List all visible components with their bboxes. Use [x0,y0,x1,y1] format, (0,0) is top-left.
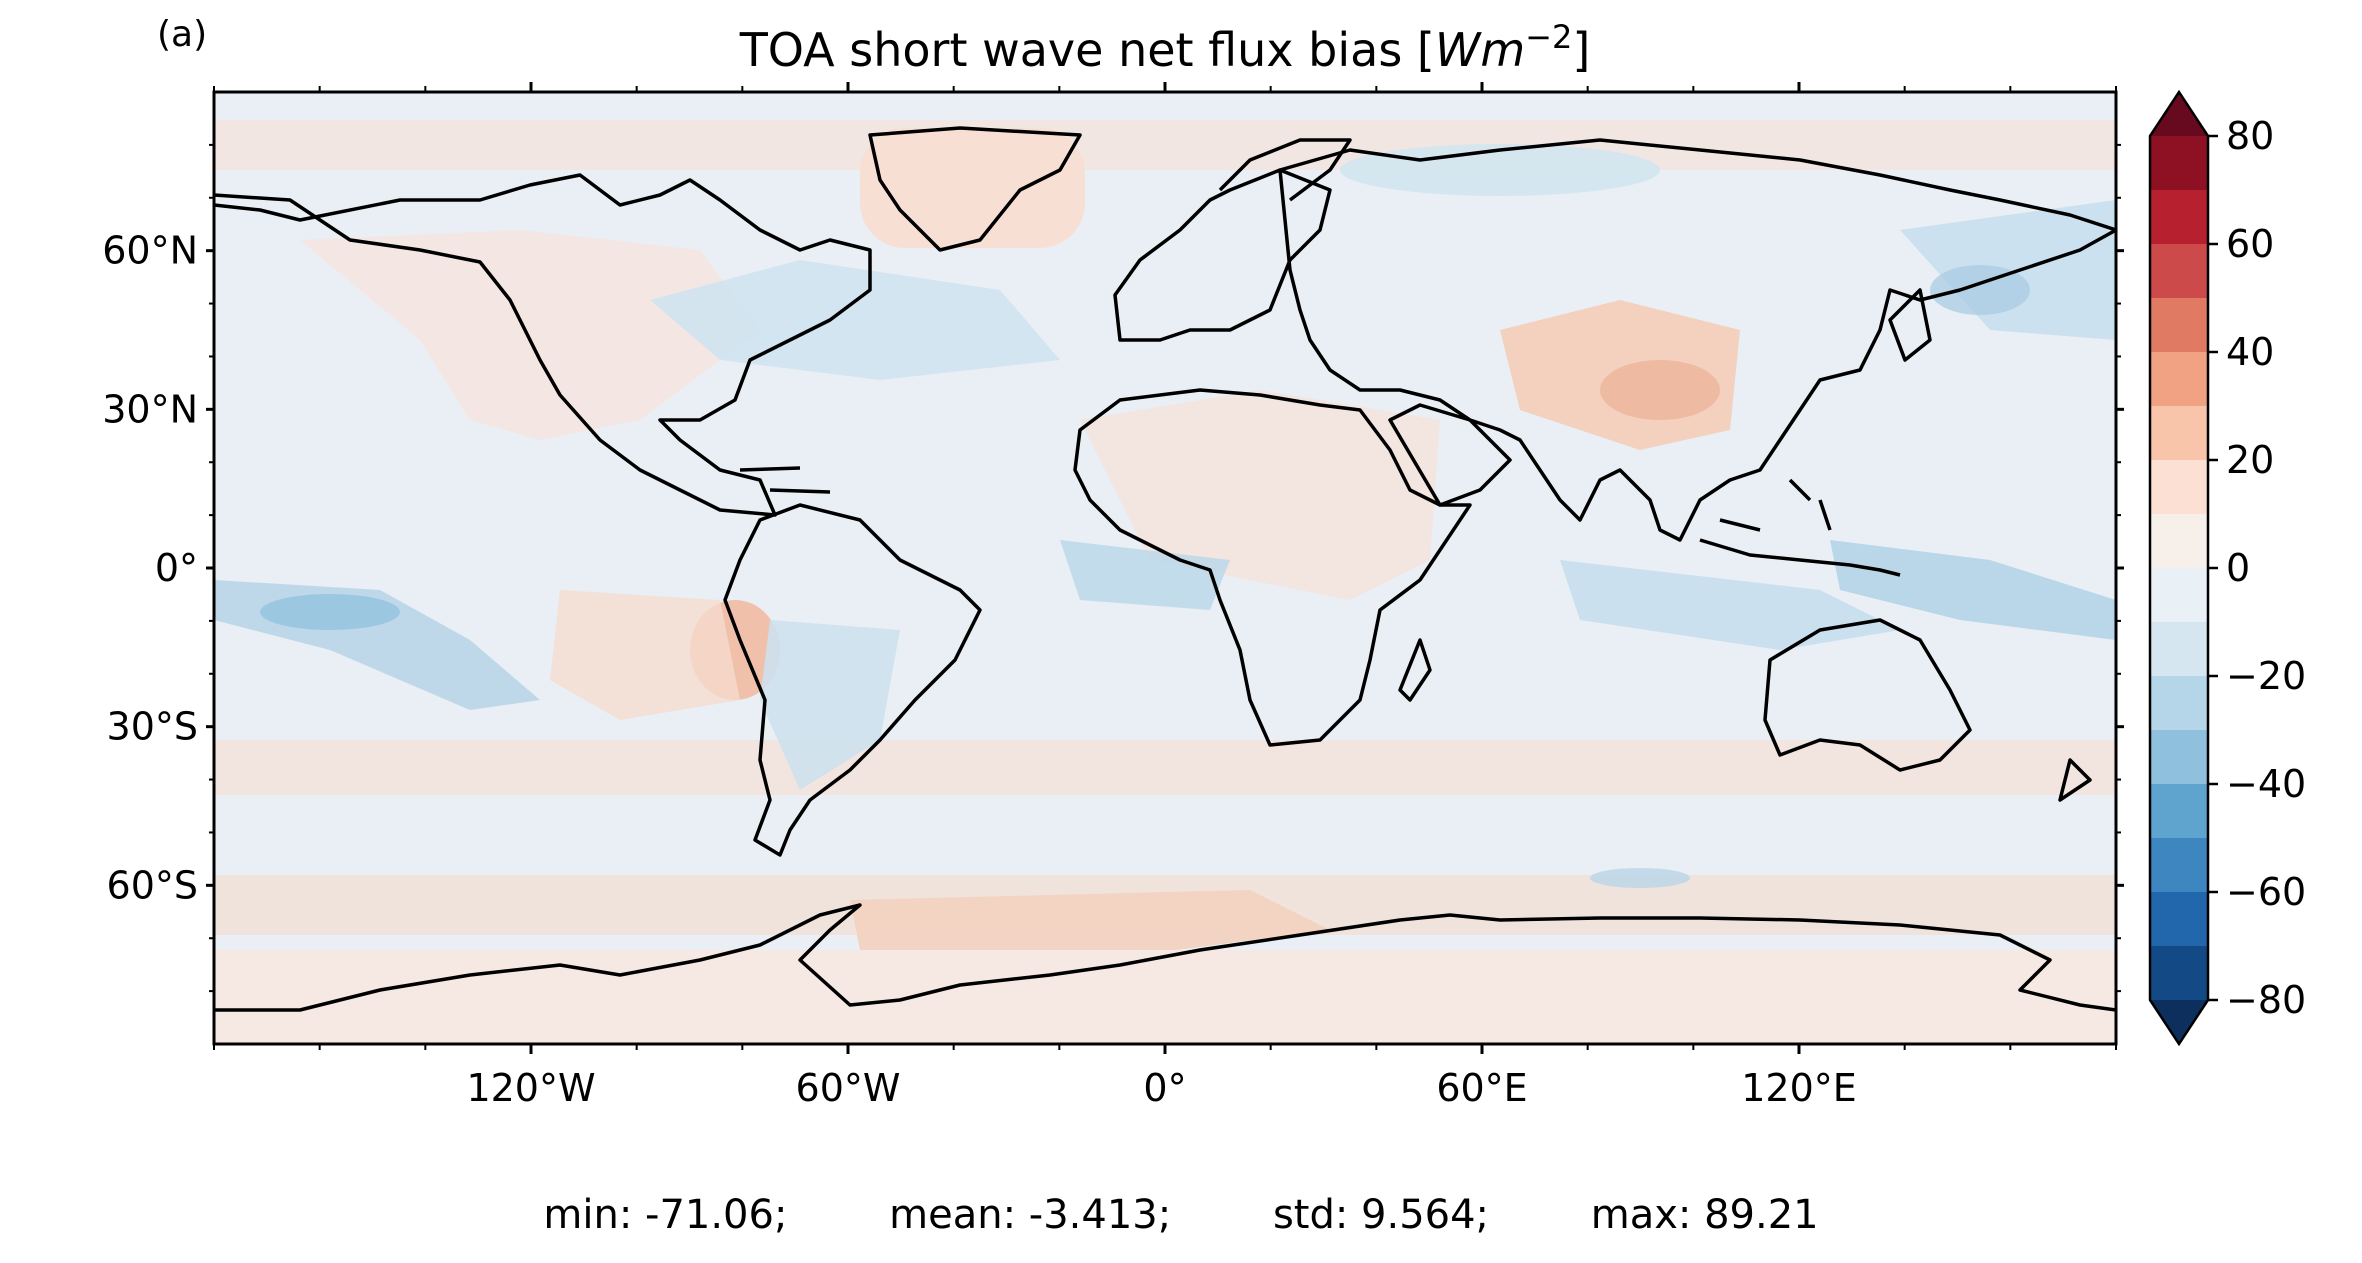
coast-madagascar [1398,638,1432,702]
colorbar-tick-label: 40 [2226,330,2274,374]
colorbar-segment [2150,784,2208,839]
colorbar-tick-label: 60 [2226,222,2274,266]
colorbar-tick-label: −40 [2226,762,2306,806]
colorbar-segment [2150,460,2208,515]
title-unit-open: [ [1417,23,1435,77]
lon-tick-label: 0° [1143,1066,1186,1110]
lat-tick-label: 60°N [102,229,198,273]
sahara-patch [1080,390,1440,600]
colorbar-segment [2150,514,2208,569]
colorbar-segment [2150,838,2208,893]
coast-japan [1888,288,1932,362]
panel-label: (a) [157,14,207,55]
greenland-patch [860,128,1085,248]
tibet-hotspot [1600,360,1720,420]
lat-tick-label: 0° [155,546,198,590]
coast-caribbean [739,466,831,494]
coast-australia [1763,618,1972,772]
longitude-axis: 120°W 60°W 0° 60°E 120°E [213,82,2117,1110]
lon-tick-label: 60°E [1436,1066,1527,1110]
coast-greenland [868,126,1082,252]
colorbar-segment [2150,298,2208,353]
colorbar-tick-label: 0 [2226,546,2250,590]
weddell-patch [850,890,1330,960]
title-unit-base: Wm [1435,23,1525,77]
kamchatka-blue [1930,265,2030,315]
colorbar-segment [2150,568,2208,623]
arctic-blue [1340,144,1660,196]
stat-max: max: 89.21 [1590,1192,1819,1238]
arctic-band [214,120,2116,170]
southern-ocean-band [214,740,2116,795]
colorbar-tick-label: −80 [2226,978,2306,1022]
stats-line: min: -71.06; mean: -3.413; std: 9.564; m… [0,1192,2362,1238]
lat-tick-label: 30°N [102,387,198,431]
title-unit-exp: −2 [1525,18,1572,56]
lon-tick-label: 120°E [1741,1066,1857,1110]
coast-arabia [1388,403,1512,507]
coast-antarctica [214,903,2116,1012]
coast-scandinavia [1218,138,1352,202]
south-america-blue [760,620,900,790]
colorbar-segment [2150,892,2208,947]
warm-pool-blue [1830,540,2116,640]
colorbar-segment [2150,946,2208,1001]
colorbar-segment [2150,406,2208,461]
stat-min: min: -71.06; [543,1192,788,1238]
colorbar-tick-label: 20 [2226,438,2274,482]
colorbar-segment [2150,352,2208,407]
colorbar-segment [2150,190,2208,245]
map-title: TOA short wave net flux bias [Wm−2] [739,18,1591,77]
coast-north-america [214,173,872,517]
south-pacific-blue [1590,868,1690,888]
map-panel [214,92,2116,1044]
north-atlantic-blue [650,260,1060,380]
lat-tick-label: 30°S [107,705,198,749]
colorbar-segment [2150,676,2208,731]
lat-tick-label: 60°S [107,863,198,907]
colorbar-segment [2150,622,2208,677]
latitude-axis: 60°N 30°N 0° 30°S 60°S [102,143,2124,993]
colorbar-segment [2150,730,2208,785]
south-pacific-patch [550,590,740,720]
colorbar-extend-bottom [2150,1000,2208,1044]
lon-tick-label: 120°W [466,1066,595,1110]
colorbar: 80 60 40 20 0 −20 −40 −60 −80 [2148,89,2306,1047]
coast-europe [1113,168,1332,342]
colorbar-tick-label: −60 [2226,870,2306,914]
colorbar-segment [2150,244,2208,299]
lon-tick-label: 60°W [796,1066,901,1110]
colorbar-segment [2150,136,2208,191]
indian-ocean-blue [1560,560,1900,650]
stat-mean: mean: -3.413; [889,1192,1172,1238]
pacific-deep-blue [260,594,400,630]
coast-south-america [723,503,982,857]
colorbar-tick-label: −20 [2226,654,2306,698]
title-main: TOA short wave net flux bias [739,23,1417,77]
north-america-patch [300,230,760,440]
coast-africa [1073,388,1472,747]
coast-se-asia-islands [1699,478,1901,577]
stat-std: std: 9.564; [1272,1192,1490,1238]
antarctica-fill [214,950,2116,1044]
coast-new-zealand [2058,758,2092,802]
coast-asia [1278,138,2116,542]
colorbar-extend-top [2150,92,2208,136]
atlantic-blue [1060,540,1230,610]
title-unit-close: ] [1572,23,1590,77]
coastlines [214,126,2116,1012]
colorbar-tick-label: 80 [2226,114,2274,158]
